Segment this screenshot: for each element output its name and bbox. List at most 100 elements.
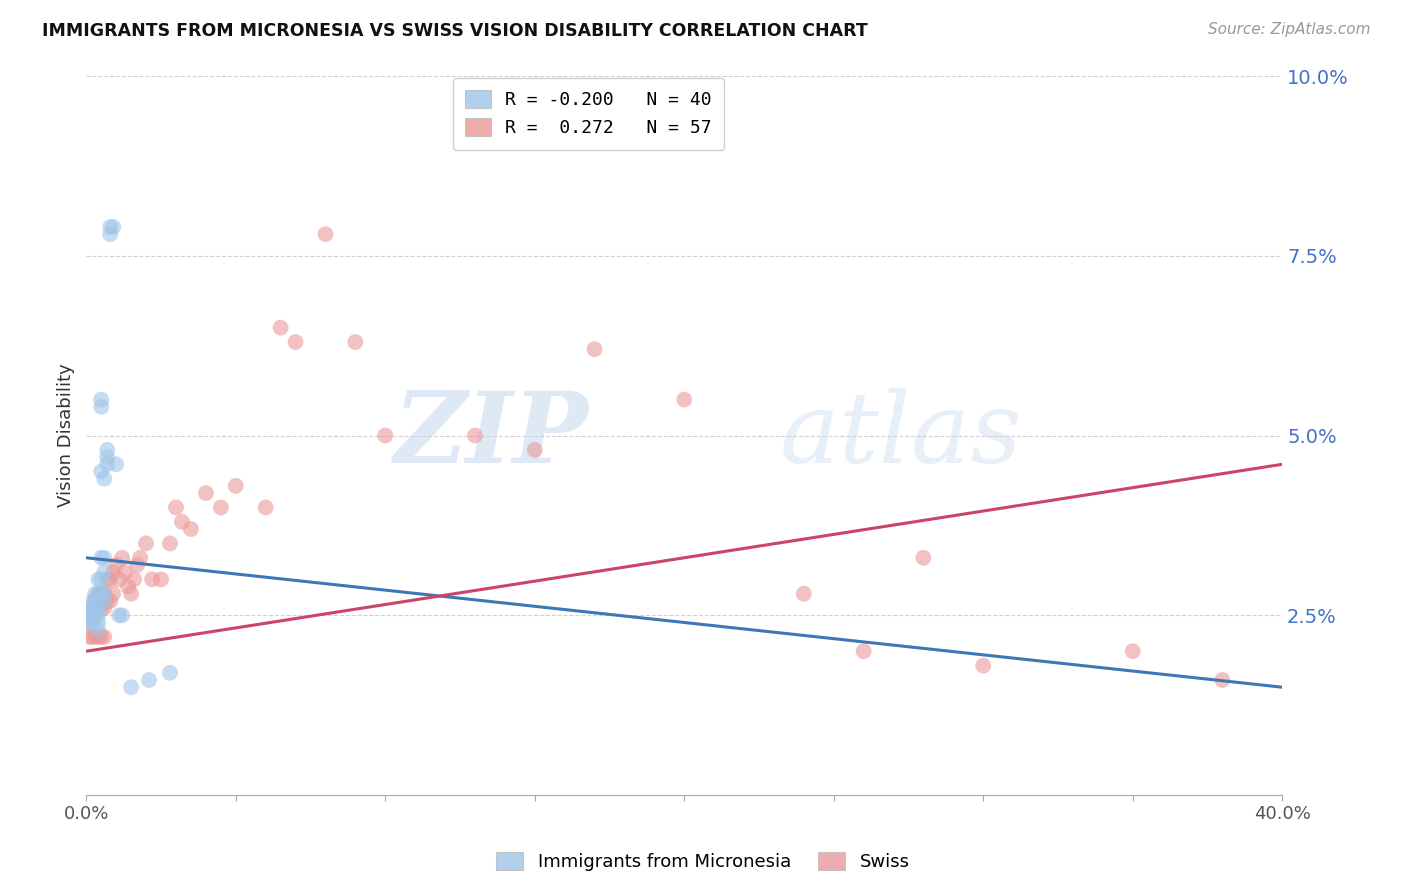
Point <box>270 320 292 334</box>
Point <box>90 572 112 586</box>
Point <box>84 587 107 601</box>
Point <box>82 601 104 615</box>
Point <box>77 601 100 615</box>
Point <box>103 587 125 601</box>
Point <box>90 601 112 615</box>
Point <box>96 450 118 464</box>
Point <box>793 587 815 601</box>
Point <box>90 400 112 414</box>
Point <box>120 680 142 694</box>
Text: IMMIGRANTS FROM MICRONESIA VS SWISS VISION DISABILITY CORRELATION CHART: IMMIGRANTS FROM MICRONESIA VS SWISS VISI… <box>42 22 868 40</box>
Point <box>314 227 336 242</box>
Point <box>93 565 115 579</box>
Point <box>82 630 104 644</box>
Point <box>108 608 131 623</box>
Point <box>84 630 107 644</box>
Point <box>93 594 115 608</box>
Point <box>96 442 118 457</box>
Text: Source: ZipAtlas.com: Source: ZipAtlas.com <box>1208 22 1371 37</box>
Point <box>87 615 110 630</box>
Point <box>852 644 875 658</box>
Point <box>90 587 112 601</box>
Point <box>77 608 100 623</box>
Point <box>159 536 181 550</box>
Point <box>209 500 232 515</box>
Point <box>114 565 136 579</box>
Point <box>93 587 115 601</box>
Point <box>98 220 121 235</box>
Point <box>523 442 546 457</box>
Point <box>141 572 163 586</box>
Point <box>120 587 142 601</box>
Point <box>194 486 217 500</box>
Legend: R = -0.200   N = 40, R =  0.272   N = 57: R = -0.200 N = 40, R = 0.272 N = 57 <box>453 78 724 150</box>
Point <box>673 392 696 407</box>
Point <box>93 472 115 486</box>
Point <box>90 392 112 407</box>
Point <box>170 515 193 529</box>
Point <box>103 220 125 235</box>
Point <box>225 479 247 493</box>
Point <box>87 601 110 615</box>
Point <box>82 608 104 623</box>
Point <box>87 630 110 644</box>
Point <box>108 572 131 586</box>
Point <box>254 500 277 515</box>
Point <box>90 550 112 565</box>
Point <box>87 587 110 601</box>
Point <box>98 594 121 608</box>
Point <box>82 601 104 615</box>
Point <box>82 615 104 630</box>
Point <box>90 587 112 601</box>
Legend: Immigrants from Micronesia, Swiss: Immigrants from Micronesia, Swiss <box>489 846 917 879</box>
Point <box>93 601 115 615</box>
Point <box>87 623 110 637</box>
Point <box>96 594 118 608</box>
Point <box>87 572 110 586</box>
Point <box>77 630 100 644</box>
Point <box>87 601 110 615</box>
Point <box>180 522 202 536</box>
Point <box>344 334 367 349</box>
Point <box>90 630 112 644</box>
Point <box>912 550 935 565</box>
Point <box>374 428 396 442</box>
Point <box>284 334 307 349</box>
Point <box>127 558 149 572</box>
Point <box>93 587 115 601</box>
Point <box>122 572 145 586</box>
Point <box>77 615 100 630</box>
Point <box>1122 644 1144 658</box>
Point <box>93 550 115 565</box>
Point <box>165 500 187 515</box>
Point <box>84 594 107 608</box>
Point <box>138 673 160 687</box>
Point <box>111 608 134 623</box>
Point <box>150 572 173 586</box>
Point <box>93 630 115 644</box>
Point <box>96 458 118 472</box>
Point <box>1211 673 1233 687</box>
Y-axis label: Vision Disability: Vision Disability <box>58 364 75 508</box>
Point <box>105 558 128 572</box>
Point <box>77 615 100 630</box>
Point <box>135 536 157 550</box>
Point <box>98 227 121 242</box>
Point <box>84 601 107 615</box>
Point <box>84 601 107 615</box>
Point <box>96 572 118 586</box>
Point <box>103 565 125 579</box>
Point <box>87 587 110 601</box>
Point <box>111 550 134 565</box>
Point <box>98 572 121 586</box>
Point <box>129 550 152 565</box>
Point <box>583 343 606 357</box>
Point <box>972 658 994 673</box>
Point <box>90 465 112 479</box>
Point <box>84 594 107 608</box>
Point <box>84 608 107 623</box>
Text: atlas: atlas <box>780 388 1022 483</box>
Text: ZIP: ZIP <box>394 387 589 483</box>
Point <box>464 428 486 442</box>
Point <box>82 594 104 608</box>
